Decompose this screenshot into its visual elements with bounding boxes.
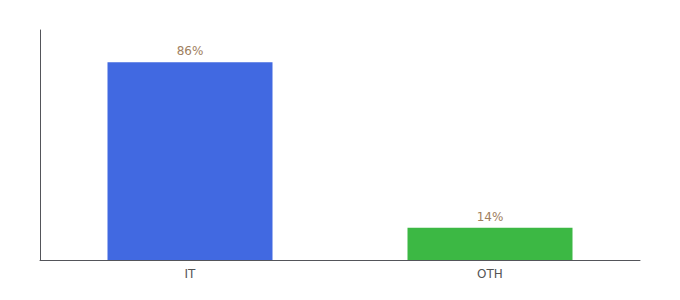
svg-text:86%: 86% bbox=[177, 44, 204, 58]
svg-text:14%: 14% bbox=[477, 210, 504, 224]
svg-text:OTH: OTH bbox=[477, 267, 503, 281]
svg-text:IT: IT bbox=[185, 267, 197, 281]
